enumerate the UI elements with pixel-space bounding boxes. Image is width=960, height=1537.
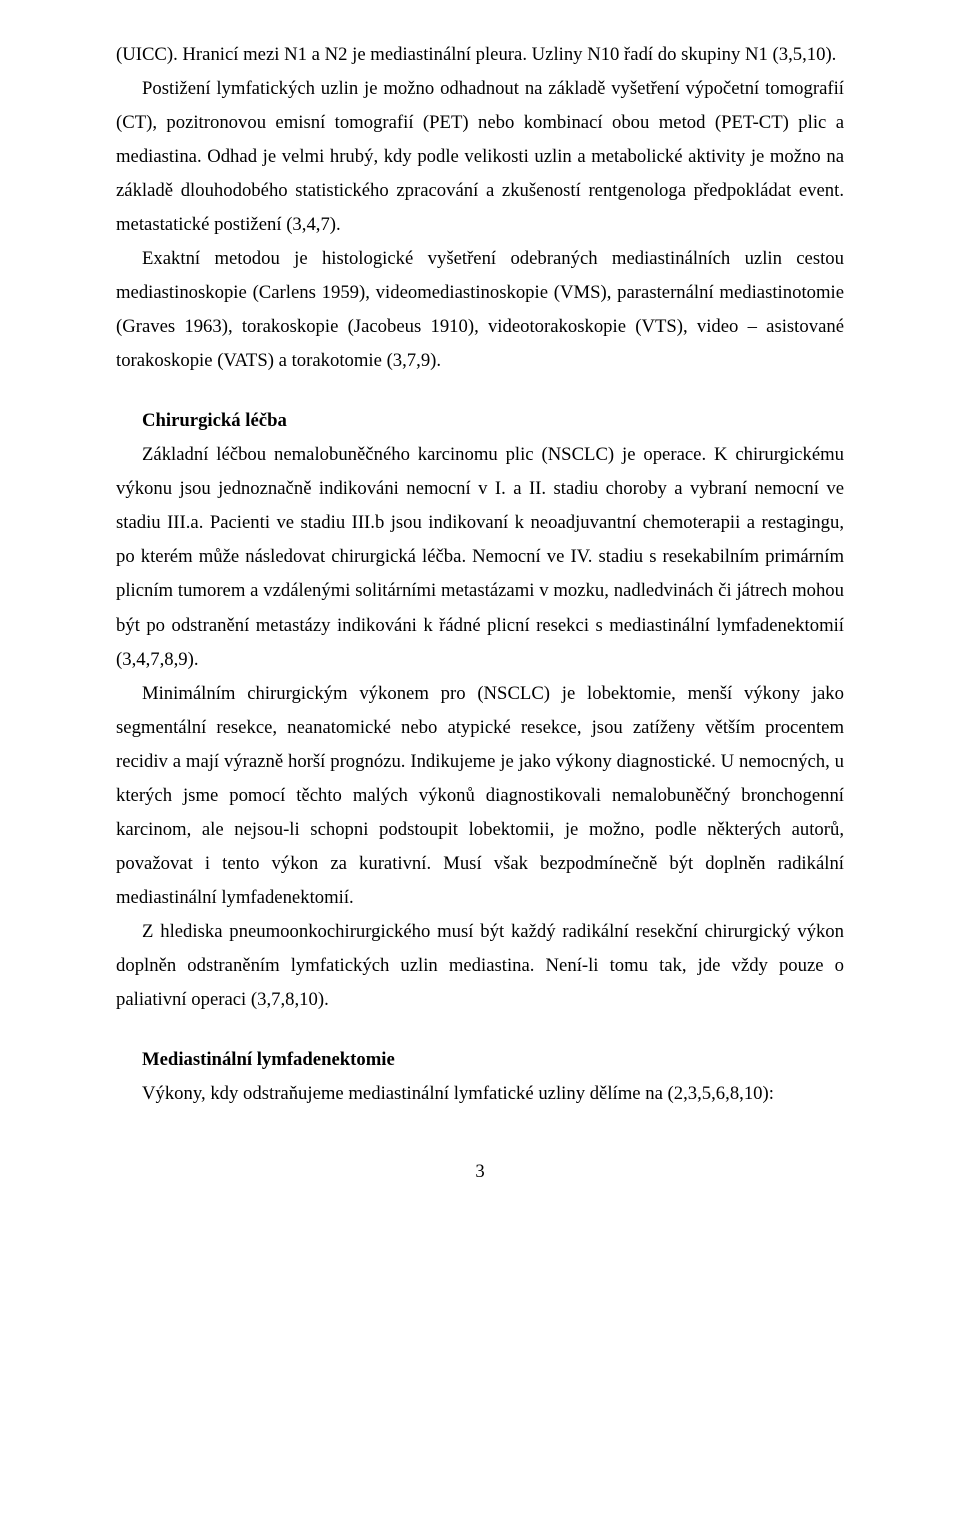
body-paragraph: Výkony, kdy odstraňujeme mediastinální l… bbox=[116, 1077, 844, 1111]
body-paragraph: (UICC). Hranicí mezi N1 a N2 je mediasti… bbox=[116, 38, 844, 72]
section-spacer bbox=[116, 1017, 844, 1043]
page-number: 3 bbox=[116, 1155, 844, 1189]
section-spacer bbox=[116, 378, 844, 404]
body-paragraph: Základní léčbou nemalobuněčného karcinom… bbox=[116, 438, 844, 676]
body-paragraph: Minimálním chirurgickým výkonem pro (NSC… bbox=[116, 677, 844, 915]
body-paragraph: Postižení lymfatických uzlin je možno od… bbox=[116, 72, 844, 242]
section-heading: Mediastinální lymfadenektomie bbox=[116, 1043, 844, 1077]
section-heading: Chirurgická léčba bbox=[116, 404, 844, 438]
document-page: (UICC). Hranicí mezi N1 a N2 je mediasti… bbox=[0, 0, 960, 1537]
body-paragraph: Exaktní metodou je histologické vyšetřen… bbox=[116, 242, 844, 378]
body-paragraph: Z hlediska pneumoonkochirurgického musí … bbox=[116, 915, 844, 1017]
